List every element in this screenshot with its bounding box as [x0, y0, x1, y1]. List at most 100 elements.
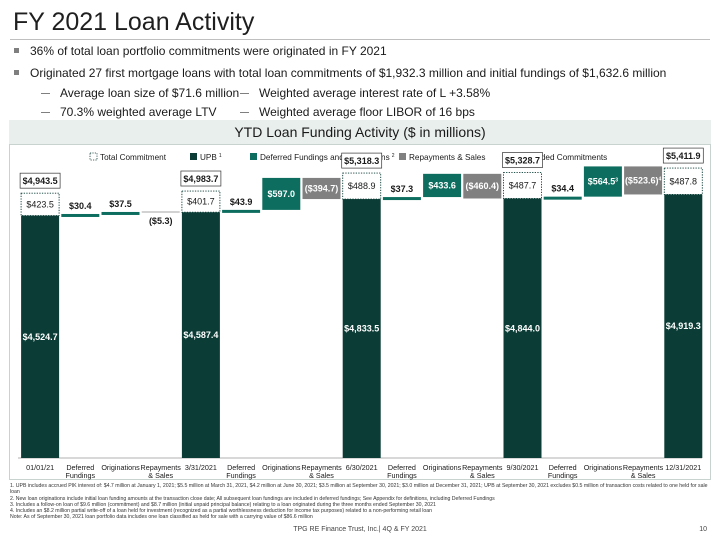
upb-value-label: $4,524.7 [23, 332, 58, 342]
unfunded-value-label: $401.7 [187, 197, 215, 207]
upb-bar [503, 198, 542, 458]
x-tick-label: Repayments [141, 463, 182, 472]
total-value-label: $4,943.5 [23, 176, 58, 186]
x-tick-label: 6/30/2021 [346, 463, 378, 472]
x-tick-label: Deferred [227, 463, 255, 472]
originations-bar [222, 209, 261, 213]
x-tick-label: Repayments [462, 463, 503, 472]
x-tick-label: 3/31/2021 [185, 463, 217, 472]
change-value-label: $564.53 [588, 177, 619, 187]
x-tick-label: & Sales [148, 471, 173, 480]
upb-value-label: $4,833.5 [344, 324, 379, 334]
x-tick-label: 12/31/2021 [665, 463, 701, 472]
change-value-label: $433.6 [428, 180, 456, 190]
bullet-item: Originated 27 first mortgage loans with … [14, 66, 666, 80]
x-tick-label: Repayments [623, 463, 664, 472]
upb-bar [342, 199, 381, 458]
change-value-label: $34.4 [551, 184, 574, 194]
dash-icon [41, 112, 50, 113]
change-value-label: $37.3 [391, 184, 414, 194]
total-value-label: $5,411.9 [666, 151, 701, 161]
change-value-label: ($394.7) [305, 183, 339, 193]
originations-bar [382, 197, 421, 201]
x-tick-label: Fundings [226, 471, 256, 480]
sub-bullet-item: Average loan size of $71.6 million [41, 86, 239, 100]
change-value-label: ($460.4) [466, 181, 500, 191]
sub-bullet-item: 70.3% weighted average LTV [41, 105, 217, 119]
legend-label: Total Commitment [100, 153, 167, 162]
dash-icon [41, 93, 50, 94]
upb-bar [181, 212, 220, 458]
x-tick-label: Originations [584, 463, 623, 472]
change-value-label: $597.0 [268, 189, 296, 199]
total-label-box [662, 147, 704, 164]
chart-panel-header [9, 120, 711, 145]
change-value-label: $30.4 [69, 201, 92, 211]
legend-swatch [190, 153, 197, 160]
footnote: 1. UPB includes accrued PIK interest of:… [10, 483, 708, 496]
legend-label: Unfunded Commitments [519, 153, 607, 162]
originations-bar [101, 211, 140, 215]
bullet-item: 36% of total loan portfolio commitments … [14, 44, 387, 58]
bullet-square-icon [14, 48, 19, 53]
originations-bar [543, 196, 582, 200]
total-label-box [19, 172, 61, 189]
footnote: 4. Includes an $8.2 million partial writ… [10, 508, 433, 515]
repayments-bar [624, 166, 663, 195]
repayments-bar [302, 177, 341, 200]
legend-swatch [250, 153, 257, 160]
total-label-box [180, 170, 222, 187]
x-tick-label: & Sales [470, 471, 495, 480]
x-tick-label: Fundings [66, 471, 96, 480]
originations-bar [61, 213, 100, 217]
total-label-box [502, 152, 543, 168]
x-tick-label: Deferred [66, 463, 94, 472]
unfunded-bar [503, 172, 542, 199]
unfunded-bar [342, 172, 382, 200]
footnote: 2. New loan originations include initial… [10, 495, 495, 502]
upb-value-label: $4,919.3 [666, 321, 701, 331]
change-value-label: $43.9 [230, 197, 253, 207]
unfunded-value-label: $487.8 [670, 176, 698, 186]
x-tick-label: & Sales [309, 471, 334, 480]
unfunded-bar [663, 167, 703, 195]
x-tick-label: 9/30/2021 [507, 463, 539, 472]
legend-label: Deferred Fundings and Originations 2 [260, 153, 395, 162]
x-tick-label: Originations [262, 463, 301, 472]
x-tick-label: Originations [101, 463, 140, 472]
legend-label: Repayments & Sales [409, 153, 485, 162]
change-value-label: ($5.3) [149, 216, 173, 226]
page-footer: TPG RE Finance Trust, Inc.| 4Q & FY 2021 [293, 526, 427, 533]
dash-icon [240, 93, 249, 94]
x-tick-label: Deferred [549, 463, 577, 472]
footnote: 3. Includes a follow-on loan of $9.6 mil… [10, 501, 436, 508]
page-number: 10 [699, 526, 707, 533]
originations-bar [583, 166, 622, 197]
upb-bar [21, 215, 60, 458]
chart-title: YTD Loan Funding Activity ($ in millions… [234, 124, 486, 140]
originations-bar [423, 173, 462, 198]
legend-swatch [89, 152, 98, 161]
x-tick-label: & Sales [631, 471, 656, 480]
unfunded-value-label: $488.9 [348, 181, 376, 191]
unfunded-value-label: $487.7 [509, 181, 537, 191]
upb-value-label: $4,587.4 [183, 330, 218, 340]
x-tick-label: Deferred [388, 463, 416, 472]
total-value-label: $5,328.7 [505, 156, 540, 166]
x-tick-label: Repayments [301, 463, 342, 472]
x-tick-label: Fundings [548, 471, 578, 480]
x-tick-label: Originations [423, 463, 462, 472]
footnotes: 1. UPB includes accrued PIK interest of:… [10, 483, 710, 521]
change-value-label: $37.5 [109, 199, 132, 209]
originations-bar [262, 177, 301, 210]
legend-label: UPB 1 [200, 153, 222, 162]
dash-icon [240, 112, 249, 113]
footnote: Note: As of September 30, 2021 loan port… [10, 514, 313, 521]
change-value-label: ($523.6)4 [625, 175, 662, 185]
sub-bullet-item: Weighted average floor LIBOR of 16 bps [240, 105, 475, 119]
x-tick-label: Fundings [387, 471, 417, 480]
unfunded-value-label: $423.5 [26, 199, 54, 209]
upb-value-label: $4,844.0 [505, 323, 540, 333]
total-value-label: $4,983.7 [183, 174, 218, 184]
